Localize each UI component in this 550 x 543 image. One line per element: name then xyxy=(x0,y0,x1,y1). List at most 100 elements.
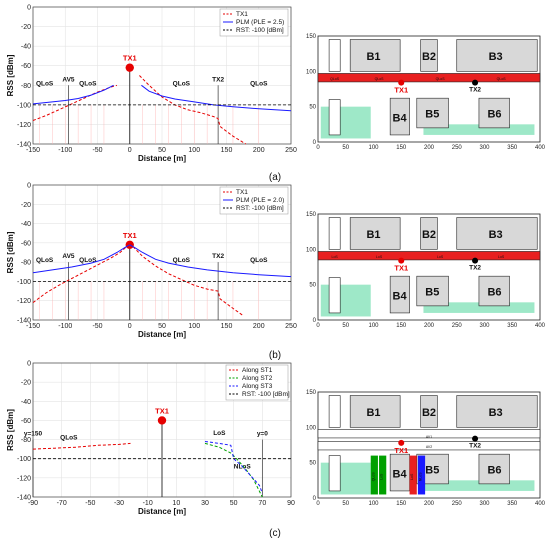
park-area xyxy=(320,284,371,317)
y-tick-label: -120 xyxy=(17,298,31,305)
y-tick-label: -140 xyxy=(17,318,31,325)
map-y-tick: 150 xyxy=(306,34,317,40)
legend-entry: Along ST3 xyxy=(242,383,273,390)
tx2-label: TX2 xyxy=(469,265,481,272)
map-x-tick: 250 xyxy=(452,501,463,507)
region-label: LoS xyxy=(213,430,226,437)
map-x-tick: 50 xyxy=(342,323,349,329)
chart-a: -150 -100 -50 0 50 100 150 200 250 0 -20 -40 -60 -80 -… xyxy=(6,5,297,164)
series-line xyxy=(32,246,127,304)
building-label: B4 xyxy=(393,290,408,302)
building-label: B3 xyxy=(489,229,503,241)
tx2-label: TX2 xyxy=(469,87,481,94)
building-label: B1 xyxy=(366,407,380,419)
map-y-tick: 100 xyxy=(306,247,317,253)
avenue-band xyxy=(317,251,541,261)
y-tick-label: -120 xyxy=(17,122,31,129)
building-label: B2 xyxy=(422,51,436,63)
x-tick-label: -10 xyxy=(143,500,153,507)
x-tick-label: 70 xyxy=(258,500,266,507)
street-label: QLoS xyxy=(436,77,446,81)
x-tick-label: 10 xyxy=(172,500,180,507)
building-label: B6 xyxy=(487,465,501,477)
building-block xyxy=(478,453,510,485)
y-tick-label: 0 xyxy=(27,361,31,368)
street-label: QLoS xyxy=(330,77,340,81)
map-x-tick: 50 xyxy=(342,145,349,151)
y-axis-label: RSS [dBm] xyxy=(6,409,15,451)
y-tick-label: -60 xyxy=(21,240,31,247)
x-tick-label: 100 xyxy=(188,147,200,154)
marker-label: AV5 xyxy=(62,76,75,83)
building-label: B3 xyxy=(489,51,503,63)
marker-label: y=0 xyxy=(257,431,268,438)
chart-b: -150 -100 -50 0 50 100 150 200 250 0 -20 -40 -60 -80 -… xyxy=(6,183,297,340)
tx-label: TX1 xyxy=(123,54,137,63)
x-tick-label: 200 xyxy=(253,323,265,330)
building-label: B6 xyxy=(487,109,501,121)
tx2-marker xyxy=(472,79,479,86)
avenue-band xyxy=(317,441,541,451)
building-block xyxy=(478,275,510,307)
tx1-marker xyxy=(398,257,405,264)
panel-tag-a: (a) xyxy=(269,172,281,183)
building-block xyxy=(420,217,438,250)
region-label: QLoS xyxy=(79,80,97,87)
map-x-tick: 0 xyxy=(316,323,320,329)
x-tick-label: -150 xyxy=(26,323,40,330)
building-block xyxy=(416,97,449,129)
y-tick-label: -100 xyxy=(17,102,31,109)
street-label: LoS xyxy=(332,255,339,259)
map-y-tick: 150 xyxy=(306,390,317,396)
y-tick-label: -20 xyxy=(21,24,31,31)
map-x-tick: 250 xyxy=(452,323,463,329)
building-block xyxy=(349,39,401,72)
region-label: QLoS xyxy=(36,80,54,87)
building-block xyxy=(416,275,449,307)
tx-marker xyxy=(157,416,167,425)
panel-tag-b: (b) xyxy=(269,350,281,361)
region-label: QLoS xyxy=(79,257,97,264)
building-block xyxy=(389,453,410,492)
map-x-tick: 200 xyxy=(424,145,435,151)
building-block xyxy=(420,395,438,428)
panel-tag-c: (c) xyxy=(269,528,281,539)
map-x-tick: 400 xyxy=(535,145,546,151)
map-x-tick: 150 xyxy=(396,501,407,507)
map-y-tick: 0 xyxy=(313,140,317,146)
x-tick-label: -100 xyxy=(58,147,72,154)
building-block xyxy=(389,275,410,314)
side-building xyxy=(328,395,341,428)
building-label: B5 xyxy=(425,109,439,121)
region-label: QLoS xyxy=(36,257,54,264)
street-label: LoS xyxy=(498,255,505,259)
street-column xyxy=(417,455,426,495)
x-tick-label: -30 xyxy=(114,500,124,507)
building-label: B4 xyxy=(393,468,408,480)
avenue-band xyxy=(317,429,541,439)
x-tick-label: 150 xyxy=(221,323,233,330)
y-tick-label: -100 xyxy=(17,279,31,286)
street-label: AV2 xyxy=(426,445,432,449)
x-tick-label: 250 xyxy=(285,323,297,330)
legend-entry: Along ST2 xyxy=(242,375,273,382)
series-line xyxy=(129,244,292,278)
x-tick-label: 50 xyxy=(158,147,166,154)
building-label: B5 xyxy=(425,287,439,299)
map-x-tick: 150 xyxy=(396,323,407,329)
tx1-marker xyxy=(398,79,405,86)
tx-marker xyxy=(125,63,134,72)
y-tick-label: -80 xyxy=(21,437,31,444)
series-line xyxy=(132,246,243,316)
building-block xyxy=(456,395,538,428)
street-column-label: LoS xyxy=(380,473,384,480)
series-line xyxy=(204,442,263,498)
street-column xyxy=(370,455,378,495)
legend-entry: RST: -100 [dBm] xyxy=(236,27,284,34)
tx1-label: TX1 xyxy=(394,446,408,455)
marker-label: AV5 xyxy=(62,253,75,260)
tx1-marker xyxy=(398,439,405,446)
series-line xyxy=(204,441,263,494)
x-tick-label: -50 xyxy=(85,500,95,507)
building-label: B6 xyxy=(487,287,501,299)
